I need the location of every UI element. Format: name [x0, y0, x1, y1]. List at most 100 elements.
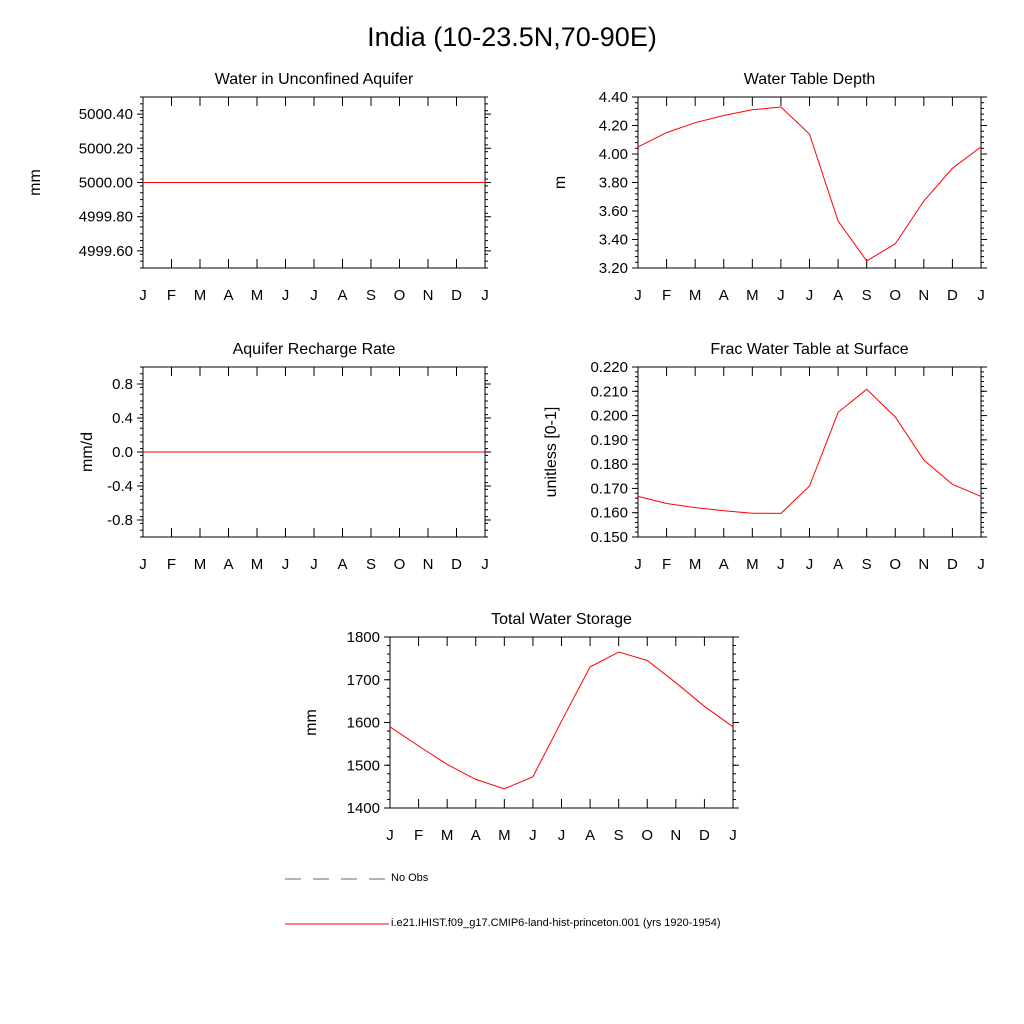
- x-tick-label: J: [977, 287, 985, 304]
- y-tick-label: 1700: [347, 672, 380, 689]
- x-tick-label: F: [662, 556, 671, 573]
- y-tick-label: 1400: [347, 800, 380, 817]
- chart-title: Water Table Depth: [744, 71, 876, 88]
- x-tick-label: J: [310, 287, 318, 304]
- x-tick-label: F: [414, 827, 423, 844]
- x-tick-label: N: [423, 287, 434, 304]
- y-tick-label: 1600: [347, 715, 380, 732]
- x-tick-label: D: [451, 287, 462, 304]
- x-tick-label: J: [481, 556, 489, 573]
- x-tick-label: S: [862, 556, 872, 573]
- x-tick-label: J: [806, 287, 814, 304]
- y-tick-label: 0.150: [590, 529, 628, 546]
- x-tick-label: J: [777, 287, 785, 304]
- y-axis-label: mm: [27, 169, 44, 196]
- x-tick-label: J: [529, 827, 537, 844]
- x-tick-label: A: [833, 556, 843, 573]
- y-tick-label: 0.200: [590, 408, 628, 425]
- x-tick-label: J: [282, 556, 290, 573]
- x-tick-label: N: [918, 556, 929, 573]
- x-tick-label: J: [310, 556, 318, 573]
- x-tick-label: D: [699, 827, 710, 844]
- x-tick-label: J: [139, 556, 147, 573]
- x-tick-label: J: [634, 556, 642, 573]
- legend-obs-label: No Obs: [391, 872, 429, 884]
- x-tick-label: J: [634, 287, 642, 304]
- x-tick-label: J: [729, 827, 737, 844]
- x-tick-label: F: [167, 287, 176, 304]
- chart-title: Aquifer Recharge Rate: [233, 341, 396, 358]
- series-line: [637, 388, 982, 514]
- y-tick-label: 0.220: [590, 359, 628, 376]
- y-tick-label: -0.8: [107, 512, 133, 529]
- y-tick-label: 4.20: [599, 118, 628, 135]
- legend-obs-swatch: [285, 878, 389, 880]
- x-tick-label: N: [918, 287, 929, 304]
- x-tick-label: A: [223, 287, 233, 304]
- y-tick-label: 3.80: [599, 175, 628, 192]
- y-tick-label: 4.00: [599, 146, 628, 163]
- x-tick-label: A: [719, 287, 729, 304]
- x-tick-label: A: [337, 556, 347, 573]
- y-tick-label: 3.20: [599, 260, 628, 277]
- x-tick-label: M: [194, 556, 207, 573]
- x-tick-label: N: [423, 556, 434, 573]
- y-tick-label: 1800: [347, 629, 380, 646]
- y-tick-label: 0.170: [590, 480, 628, 497]
- x-tick-label: M: [746, 287, 759, 304]
- x-tick-label: D: [451, 556, 462, 573]
- x-tick-label: J: [481, 287, 489, 304]
- x-tick-label: A: [337, 287, 347, 304]
- y-tick-label: 4999.80: [79, 209, 133, 226]
- x-tick-label: M: [498, 827, 511, 844]
- series-line: [637, 106, 982, 262]
- page-title: India (10-23.5N,70-90E): [367, 22, 657, 52]
- y-tick-label: 0.4: [112, 410, 133, 427]
- y-tick-label: 4.40: [599, 89, 628, 106]
- y-tick-label: 0.210: [590, 383, 628, 400]
- x-tick-label: S: [614, 827, 624, 844]
- x-tick-label: A: [585, 827, 595, 844]
- x-tick-label: O: [394, 287, 406, 304]
- y-tick-label: 0.180: [590, 456, 628, 473]
- chart-title: Total Water Storage: [491, 611, 632, 628]
- y-tick-label: 0.8: [112, 376, 133, 393]
- x-tick-label: M: [746, 556, 759, 573]
- x-tick-label: J: [139, 287, 147, 304]
- y-tick-label: 4999.60: [79, 243, 133, 260]
- x-tick-label: M: [689, 287, 702, 304]
- y-tick-label: 0.160: [590, 505, 628, 522]
- y-tick-label: 3.60: [599, 203, 628, 220]
- x-tick-label: S: [366, 556, 376, 573]
- y-tick-label: 0.190: [590, 432, 628, 449]
- y-tick-label: 3.40: [599, 232, 628, 249]
- y-tick-label: 1500: [347, 757, 380, 774]
- x-tick-label: J: [977, 556, 985, 573]
- y-axis-label: mm: [303, 709, 320, 736]
- legend-model: i.e21.IHIST.f09_g17.CMIP6-land-hist-prin…: [285, 915, 885, 935]
- x-tick-label: M: [251, 556, 264, 573]
- x-tick-label: A: [223, 556, 233, 573]
- x-tick-label: M: [689, 556, 702, 573]
- x-tick-label: J: [806, 556, 814, 573]
- x-tick-label: S: [366, 287, 376, 304]
- x-tick-label: N: [670, 827, 681, 844]
- legend-model-swatch: [285, 923, 389, 925]
- x-tick-label: A: [471, 827, 481, 844]
- x-tick-label: D: [947, 287, 958, 304]
- legend-obs: No Obs: [285, 870, 885, 890]
- x-tick-label: F: [662, 287, 671, 304]
- x-tick-label: O: [889, 556, 901, 573]
- x-tick-label: A: [833, 287, 843, 304]
- y-tick-label: -0.4: [107, 478, 133, 495]
- x-tick-label: J: [386, 827, 394, 844]
- y-axis-label: m: [552, 176, 569, 189]
- x-tick-label: M: [251, 287, 264, 304]
- y-tick-label: 5000.20: [79, 140, 133, 157]
- x-tick-label: D: [947, 556, 958, 573]
- x-tick-label: M: [441, 827, 454, 844]
